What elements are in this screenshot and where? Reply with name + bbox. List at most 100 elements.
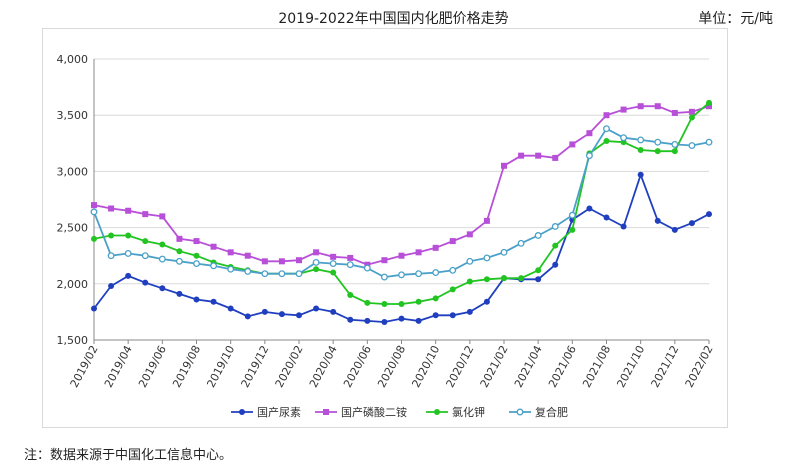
data-point (296, 257, 302, 264)
data-point (466, 308, 473, 315)
data-point (603, 138, 610, 145)
legend-label: 国产尿素 (257, 405, 301, 419)
data-point (142, 279, 149, 286)
data-point (415, 298, 422, 305)
data-point (347, 292, 354, 299)
grid-layer (94, 58, 709, 341)
data-point (141, 252, 149, 260)
data-point (449, 312, 456, 319)
data-point (363, 264, 371, 272)
data-point (364, 317, 371, 324)
data-point (432, 244, 439, 251)
data-point (278, 270, 286, 278)
legend-marker (323, 409, 329, 415)
data-point (449, 238, 456, 245)
x-tick-label: 2020/12 (444, 343, 477, 389)
data-point (125, 232, 132, 239)
data-point (449, 266, 457, 274)
data-point (671, 226, 678, 233)
series-line (91, 103, 712, 268)
data-point (158, 255, 166, 263)
data-point (107, 252, 115, 260)
data-point (501, 275, 507, 282)
data-point (466, 231, 473, 238)
data-point (381, 257, 388, 264)
x-tick-label: 2019/10 (204, 343, 237, 389)
data-point (176, 235, 183, 242)
data-point (159, 285, 166, 292)
data-point (654, 138, 662, 146)
legend-item: 复合肥 (509, 405, 568, 419)
data-point (313, 305, 320, 312)
data-point (552, 154, 559, 161)
data-point (688, 114, 695, 121)
y-tick-label: 4,000 (57, 53, 89, 66)
data-point (193, 238, 200, 245)
data-point (364, 299, 371, 306)
chart-frame: 1,500 2,000 2,500 3,000 3,500 4,000 2019/02 201… (42, 28, 728, 428)
data-point (603, 125, 610, 133)
y-tick-label: 3,000 (57, 165, 89, 178)
data-point (244, 267, 252, 275)
data-point (347, 316, 354, 323)
series-layer (90, 99, 713, 326)
data-point (312, 258, 320, 266)
data-point (159, 241, 166, 248)
data-point (483, 217, 490, 224)
data-point (91, 235, 97, 242)
data-point (261, 258, 268, 265)
legend-item: 氯化钾 (426, 405, 485, 419)
data-point (552, 242, 559, 249)
data-point (535, 276, 542, 283)
data-point (261, 270, 269, 278)
x-tick-label: 2020/04 (307, 343, 340, 389)
data-point (432, 312, 439, 319)
data-point (688, 142, 696, 149)
data-point (637, 147, 644, 154)
data-point (535, 267, 542, 274)
data-point (347, 254, 354, 261)
legend-marker (239, 409, 245, 415)
data-point (654, 217, 661, 224)
x-tick-label: 2020/02 (273, 343, 306, 389)
legend-label: 复合肥 (535, 405, 568, 419)
unit-label: 单位：元/吨 (698, 11, 773, 27)
data-point (398, 252, 405, 259)
data-point (142, 238, 149, 245)
x-tick-label: 2021/08 (580, 343, 613, 389)
data-point (380, 273, 388, 281)
y-tick-label: 2,000 (57, 278, 89, 291)
x-tick-label: 2019/06 (136, 343, 169, 389)
data-point (296, 312, 302, 319)
x-tick-label: 2019/08 (170, 343, 203, 389)
x-tick-label: 2021/06 (546, 343, 579, 389)
source-footnote: 注：数据来源于中国化工信息中心。 (24, 448, 233, 463)
x-tick-label: 2020/10 (409, 343, 442, 389)
data-point (227, 249, 234, 256)
data-point (466, 257, 474, 265)
x-tick-label: 2019/02 (68, 343, 101, 389)
x-tick-label: 2020/06 (341, 343, 374, 389)
data-point (415, 249, 422, 256)
data-point (620, 223, 627, 230)
data-point (227, 265, 235, 273)
data-point (518, 152, 525, 159)
data-point (688, 220, 695, 227)
x-tick-label: 2021/10 (614, 343, 647, 389)
data-point (671, 140, 679, 148)
data-point (261, 308, 268, 315)
data-point (517, 239, 525, 247)
chart-title: 2019-2022年中国国内化肥价格走势 (278, 11, 509, 27)
data-point (586, 205, 593, 212)
data-point (551, 223, 559, 230)
data-point (500, 248, 508, 256)
data-point (518, 275, 525, 282)
data-point (210, 298, 217, 305)
data-point (227, 305, 234, 312)
data-point (125, 272, 132, 279)
data-point (637, 171, 644, 178)
data-point (91, 202, 97, 209)
series-path (93, 172, 710, 323)
